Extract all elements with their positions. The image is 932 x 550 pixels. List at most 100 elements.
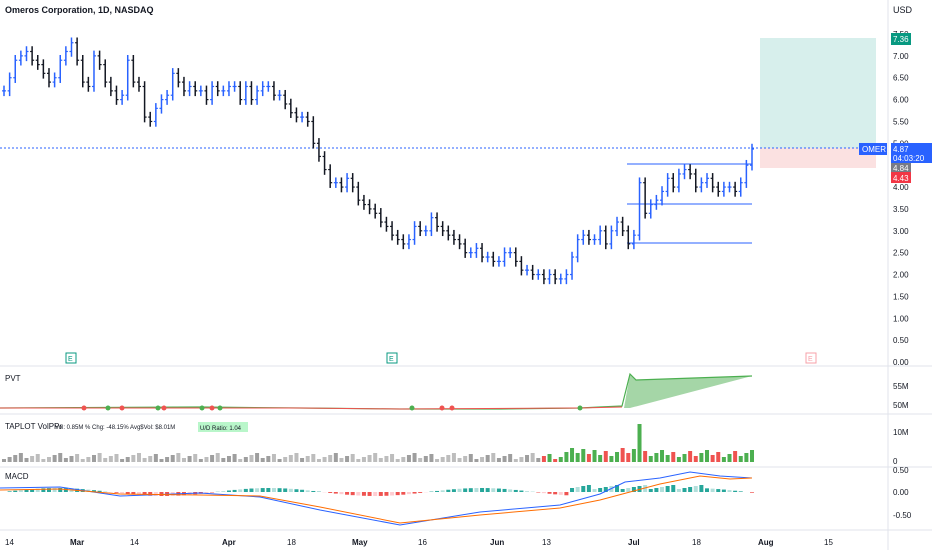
svg-text:E: E (808, 356, 813, 363)
ohlc-bar (463, 238, 468, 258)
time-tick-label: Aug (758, 538, 774, 547)
macd-hist-bar (255, 488, 260, 492)
ohlc-bar (333, 177, 338, 188)
ohlc-bar (75, 37, 80, 66)
volume-bar (198, 459, 203, 462)
volume-label[interactable]: TAPLOT VolPPr (5, 422, 62, 431)
volume-bar (502, 456, 507, 462)
stop-zone[interactable] (760, 148, 876, 168)
macd-tick: 0.50 (893, 466, 909, 475)
macd-label[interactable]: MACD (5, 472, 29, 481)
volume-bar (333, 453, 338, 462)
volume-bar (463, 456, 468, 462)
macd-hist-bar (136, 492, 141, 496)
macd-hist-bar (418, 492, 423, 493)
macd-hist-bar (716, 489, 721, 492)
ohlc-bar (620, 216, 625, 237)
macd-hist-bar (328, 492, 333, 493)
macd-hist-bar (46, 488, 51, 492)
time-tick-label: Mar (70, 538, 84, 547)
volume-bar (390, 454, 395, 462)
time-tick-label: Jul (628, 538, 640, 547)
price-tick-label: 3.00 (893, 227, 909, 236)
macd-hist-bar (300, 489, 305, 492)
macd-hist-bar (682, 488, 687, 492)
macd-hist-bar (232, 489, 237, 492)
ohlc-bar (547, 269, 552, 285)
pvt-area (624, 374, 752, 408)
ohlc-bar (181, 76, 186, 97)
countdown-label: 04:03:20 (893, 154, 925, 163)
volume-bar (356, 459, 361, 462)
volume-bar (221, 458, 226, 462)
volume-bar (581, 449, 586, 462)
volume-bar (721, 457, 726, 462)
ohlc-bar (193, 81, 198, 97)
macd-hist-bar (575, 487, 580, 492)
pvt-label[interactable]: PVT (5, 374, 21, 383)
ohlc-bar (63, 46, 68, 66)
ohlc-bar (508, 247, 513, 258)
macd-hist-bar (260, 488, 265, 492)
volume-bar (648, 456, 653, 462)
macd-hist-bar (474, 488, 479, 492)
target-price-tag: 7.36 (891, 33, 911, 45)
range-box-lines[interactable] (627, 163, 752, 244)
macd-hist-bar (699, 485, 704, 492)
volume-bar (18, 453, 23, 462)
pvt-signal-dot (217, 405, 223, 411)
macd-hist-bar (125, 492, 130, 495)
price-tick-label: 3.50 (893, 205, 909, 214)
macd-hist-bar (451, 489, 456, 492)
macd-hist-bar (7, 491, 12, 492)
earnings-marker[interactable]: E (65, 352, 77, 364)
macd-hist-bar (705, 488, 710, 492)
macd-hist-bar (615, 485, 620, 492)
volume-bar (592, 450, 597, 462)
volume-bar (350, 454, 355, 462)
volume-bar (699, 453, 704, 462)
ohlc-bar (615, 216, 620, 237)
volume-bar (238, 459, 243, 462)
price-axis[interactable]: 7.507.006.506.005.505.004.504.003.503.00… (893, 30, 909, 367)
volume-bar (406, 455, 411, 462)
volume-bar (120, 459, 125, 462)
volume-bar (103, 458, 108, 462)
price-tick-label: 6.00 (893, 96, 909, 105)
volume-bar (7, 457, 12, 462)
ohlc-bar (80, 54, 85, 88)
macd-hist-bar (660, 487, 665, 492)
time-axis[interactable]: 14 Mar 14 Apr 18 May 16 Jun 13 Jul 18 Aug 15 (5, 538, 833, 547)
ohlc-bar (643, 177, 648, 219)
macd-tick: -0.50 (893, 511, 912, 520)
volume-bar (637, 424, 642, 462)
volume-bar (384, 456, 389, 462)
ohlc-bar (356, 181, 361, 206)
target-price-label: 7.36 (893, 35, 909, 44)
macd-hist-bar (586, 485, 591, 492)
macd-hist-bar (688, 487, 693, 492)
ohlc-bar (738, 177, 743, 197)
volume-bar (676, 457, 681, 462)
ohlc-bar (35, 54, 40, 70)
volume-bar (480, 457, 485, 462)
volume-bar (643, 451, 648, 462)
volume-bar (603, 451, 608, 462)
macd-hist-bar (339, 492, 344, 495)
earnings-marker[interactable]: E (805, 352, 817, 364)
ohlc-bar (114, 85, 119, 105)
ohlc-bar (266, 81, 271, 92)
ohlc-bar (750, 143, 754, 171)
earnings-marker[interactable]: E (386, 352, 398, 364)
symbol-title[interactable]: Omeros Corporation, 1D, NASDAQ (5, 5, 154, 15)
ohlc-bar (271, 81, 276, 101)
volume-bar (345, 456, 350, 462)
volume-bar (108, 456, 113, 462)
price-tick-label: 1.50 (893, 292, 909, 301)
macd-hist-bar (721, 489, 726, 492)
macd-hist-bar (480, 488, 485, 492)
ohlc-bar (631, 229, 636, 250)
target-zone[interactable] (760, 38, 876, 148)
volume-stats: Vol: 0.85M % Chg: -48.15% Avg$Vol: $8.01… (55, 425, 175, 431)
